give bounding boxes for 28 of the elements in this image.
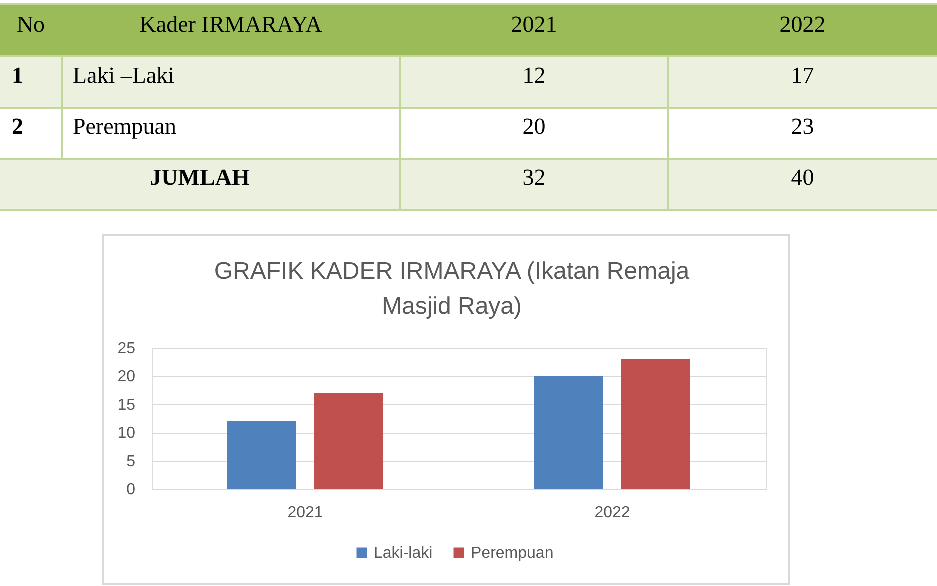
category-label: 2022 <box>780 12 826 37</box>
text: 20 <box>522 114 546 139</box>
category-label: Laki –Laki <box>73 63 175 88</box>
y-tick-label: 15 <box>118 396 136 414</box>
y-tick-label: 0 <box>126 482 136 498</box>
legend-label: Laki-laki <box>374 545 433 562</box>
bar <box>534 376 604 489</box>
y-tick-label: 20 <box>118 368 136 386</box>
text: 32 <box>522 165 546 190</box>
text: 40 <box>791 165 814 190</box>
bar <box>622 359 690 489</box>
category-label: Perempuan <box>73 114 176 139</box>
text: 12 <box>522 63 546 88</box>
chart-title: GRAFIK KADER IRMARAYA (Ikatan Remaja Masjid Raya) <box>214 258 690 320</box>
y-tick-label: 25 <box>118 340 136 358</box>
category-label: JUMLAH <box>150 165 250 190</box>
category-label: 2021 <box>511 12 558 37</box>
text: 17 <box>791 63 814 88</box>
text: Kader IRMARAYA <box>140 12 323 37</box>
y-tick-label: 10 <box>118 425 136 442</box>
category-label: 1 <box>12 63 24 88</box>
y-tick-label: 5 <box>126 453 136 470</box>
legend-label: Perempuan <box>471 545 554 562</box>
category-label: 2 <box>12 114 24 139</box>
text: No <box>16 12 46 37</box>
bar <box>314 393 384 489</box>
text: 23 <box>791 114 814 139</box>
bar <box>228 421 296 489</box>
